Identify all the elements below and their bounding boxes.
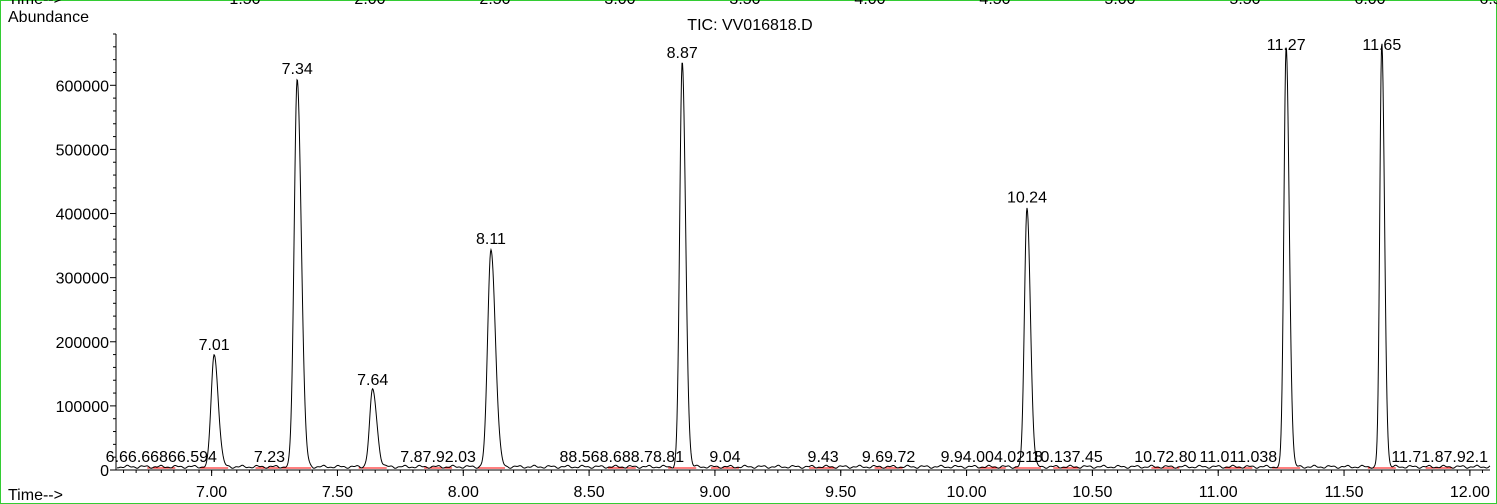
- top-strip-tick-label: 6.50: [1479, 0, 1497, 8]
- y-tick-label: 100000: [56, 399, 109, 416]
- x-axis-label: Time-->: [8, 487, 63, 504]
- y-axis-ticks: 0 100000 200000 300000 400000 500000 600000: [56, 33, 116, 480]
- y-tick-label: 500000: [56, 142, 109, 159]
- top-strip: Time--> 1.50 2.00 2.50 3.00 3.50 4.00 4.50 5.00…: [8, 0, 1497, 8]
- chart-title: TIC: VV016818.D: [687, 17, 812, 34]
- top-strip-tick-label: 6.00: [1354, 0, 1385, 8]
- x-axis-ticks: 7.00 7.50 8.00 8.50 9.00 9.50 10.00 10.50 11.00 1…: [123, 470, 1490, 501]
- baseline-peak-label: 11.011.038: [1200, 449, 1278, 466]
- x-tick-label: 10.00: [947, 484, 987, 501]
- baseline-peak-label: 7.23: [254, 449, 285, 466]
- peak-label: 11.65: [1362, 37, 1401, 54]
- baseline-peak-label: 6.66.66866.594: [106, 449, 217, 466]
- x-tick-label: 10.50: [1072, 484, 1112, 501]
- top-strip-tick-label: 3.00: [604, 0, 635, 8]
- x-tick-label: 12.00: [1450, 484, 1490, 501]
- top-strip-tick-label: 2.50: [479, 0, 510, 8]
- y-axis-label: Abundance: [8, 9, 89, 26]
- peak-label: 10.24: [1007, 189, 1047, 206]
- top-strip-tick-label: 5.50: [1229, 0, 1260, 8]
- top-strip-tick-label: 4.00: [854, 0, 885, 8]
- peak-label: 7.01: [199, 337, 230, 354]
- tic-trace: [116, 43, 1491, 469]
- baseline-peak-label: 10.72.80: [1134, 449, 1196, 466]
- x-tick-label: 8.00: [448, 484, 479, 501]
- peak-labels: 7.01 7.34 7.64 8.11 8.87 10.24 11.27 11.65: [199, 37, 1402, 389]
- top-strip-label: Time-->: [8, 0, 63, 8]
- top-strip-tick-label: 2.00: [354, 0, 385, 8]
- y-tick-label: 600000: [56, 78, 109, 95]
- peak-label: 8.87: [667, 45, 698, 62]
- baseline-peak-label: 10.137.45: [1032, 449, 1103, 466]
- baseline-peak-label: 9.69.72: [862, 449, 915, 466]
- y-tick-label: 300000: [56, 271, 109, 288]
- x-tick-label: 11.50: [1325, 484, 1364, 501]
- baseline-peak-label: 9.04: [709, 449, 740, 466]
- peak-label: 7.34: [282, 61, 313, 78]
- x-tick-label: 9.00: [699, 484, 730, 501]
- y-tick-label: 400000: [56, 207, 109, 224]
- top-strip-tick-label: 4.50: [979, 0, 1010, 8]
- top-strip-tick-label: 1.50: [229, 0, 260, 8]
- top-strip-tick-label: 3.50: [729, 0, 760, 8]
- x-tick-label: 7.50: [322, 484, 353, 501]
- peak-label: 7.64: [357, 372, 388, 389]
- x-tick-label: 7.00: [196, 484, 227, 501]
- baseline-peak-label: 11.71.87.92.1: [1391, 449, 1488, 466]
- top-strip-tick-label: 5.00: [1104, 0, 1135, 8]
- baseline-peak-label: 9.94.004.0218: [941, 449, 1043, 466]
- baseline-peak-label: 9.43: [808, 449, 839, 466]
- baseline-peak-label: 7.87.92.03: [400, 449, 476, 466]
- peak-label: 8.11: [476, 231, 506, 248]
- baseline-peak-label: 88.568.688.78.81: [560, 449, 685, 466]
- top-strip-ticks: 1.50 2.00 2.50 3.00 3.50 4.00 4.50 5.00 5.50 6.00…: [229, 0, 1497, 8]
- y-tick-label: 200000: [56, 335, 109, 352]
- x-tick-label: 8.50: [574, 484, 605, 501]
- peak-label: 11.27: [1267, 37, 1306, 54]
- y-tick-label: 0: [100, 463, 109, 480]
- x-tick-label: 11.00: [1199, 484, 1238, 501]
- x-tick-label: 9.50: [825, 484, 856, 501]
- baseline-peak-labels: 6.66.66866.594 7.23 7.87.92.03 88.568.688.7…: [106, 449, 1488, 466]
